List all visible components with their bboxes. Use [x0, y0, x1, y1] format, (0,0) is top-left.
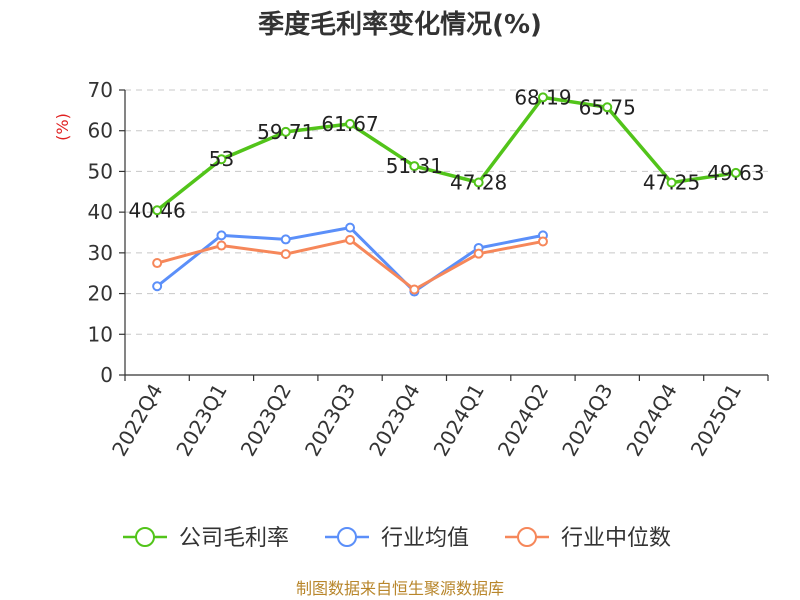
- series-layer: [152, 92, 741, 297]
- data-label: 53: [209, 147, 234, 171]
- series-point: [152, 258, 163, 269]
- legend-marker: [337, 527, 357, 547]
- data-labels: 40.46 53 59.71 61.67 51.31 47.28 68.19 65.75 47.…: [129, 85, 765, 222]
- y-tick-label: 10: [88, 322, 113, 346]
- legend-label: 行业均值: [381, 526, 469, 551]
- data-label: 40.46: [129, 198, 186, 222]
- x-tick-label: 2023Q3: [300, 380, 360, 461]
- series-point: [345, 222, 356, 233]
- series-point: [216, 230, 227, 241]
- series-point: [345, 118, 356, 129]
- series-point: [409, 284, 420, 295]
- x-tick-label: 2023Q1: [171, 380, 231, 461]
- series-point: [537, 236, 548, 247]
- series-point: [216, 240, 227, 251]
- x-tick-label: 2024Q4: [621, 380, 681, 461]
- series-point: [152, 281, 163, 292]
- legend-label: 公司毛利率: [179, 526, 289, 551]
- data-label: 61.67: [321, 112, 378, 136]
- data-label: 68.19: [514, 85, 571, 109]
- x-tick-label: 2023Q2: [236, 380, 296, 461]
- data-label: 59.71: [257, 120, 314, 144]
- series-point: [152, 205, 163, 216]
- y-tick-label: 40: [88, 200, 113, 224]
- x-tick-label: 2023Q4: [364, 380, 424, 461]
- series-point: [280, 249, 291, 260]
- y-tick-label: 70: [88, 78, 113, 102]
- legend-marker: [517, 527, 537, 547]
- series-point: [602, 102, 613, 113]
- data-label: 47.28: [450, 171, 507, 195]
- legend-label: 行业中位数: [561, 526, 671, 551]
- legend-marker: [135, 527, 155, 547]
- series-point: [216, 154, 227, 165]
- series-point: [473, 248, 484, 259]
- x-tick-label: 2024Q1: [429, 380, 489, 461]
- series-point: [345, 234, 356, 245]
- data-label: 51.31: [386, 154, 443, 178]
- series-point: [730, 167, 741, 178]
- series-point: [666, 177, 677, 188]
- legend: 公司毛利率 行业均值 行业中位数: [123, 526, 671, 551]
- x-tick-label: 2024Q3: [557, 380, 617, 461]
- y-tick-label: 60: [88, 119, 113, 143]
- y-tick-label: 20: [88, 282, 113, 306]
- series-point: [280, 126, 291, 137]
- source-note: 制图数据来自恒生聚源数据库: [296, 579, 504, 598]
- y-tick-label: 30: [88, 241, 113, 265]
- data-label: 49.63: [707, 161, 764, 185]
- x-tick-label: 2025Q1: [686, 380, 746, 461]
- y-tick-label: 50: [88, 159, 113, 183]
- series-point: [409, 161, 420, 172]
- series-line: [156, 95, 737, 212]
- y-axis-unit: (%): [53, 113, 72, 141]
- grid-lines: [125, 89, 768, 335]
- series-point: [473, 177, 484, 188]
- chart-title: 季度毛利率变化情况(%): [258, 9, 542, 40]
- series-point: [537, 92, 548, 103]
- series-point: [280, 234, 291, 245]
- x-tick-label: 2022Q4: [107, 380, 167, 461]
- data-label: 65.75: [579, 95, 636, 119]
- y-tick-label: 0: [100, 363, 113, 387]
- data-label: 47.25: [643, 171, 700, 195]
- x-tick-label: 2024Q2: [493, 380, 553, 461]
